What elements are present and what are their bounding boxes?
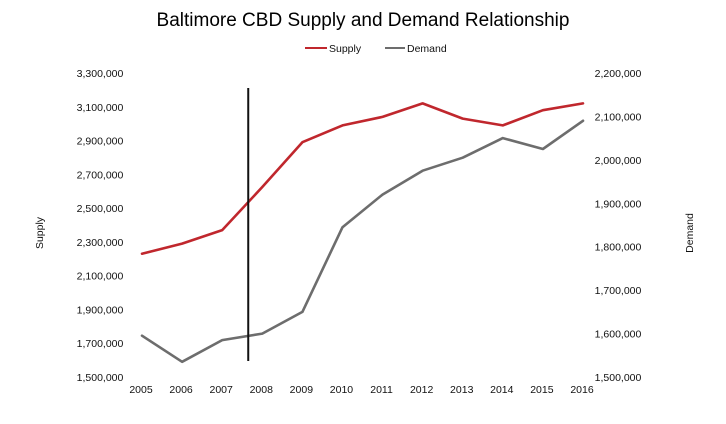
y-right-tick-label: 1,600,000 <box>595 329 642 341</box>
y-left-tick-label: 3,300,000 <box>77 68 124 80</box>
y-right-tick-label: 1,900,000 <box>595 198 642 210</box>
x-tick-label: 2005 <box>129 384 153 396</box>
y-right-tick-label: 2,000,000 <box>595 155 642 167</box>
series-line-supply <box>140 102 585 255</box>
y-right-tick-label: 2,200,000 <box>595 68 642 80</box>
y-right-tick-label: 1,500,000 <box>595 372 642 384</box>
legend-label-supply: Supply <box>329 43 362 55</box>
y-left-tick-label: 2,300,000 <box>77 237 124 249</box>
x-tick-label: 2008 <box>250 384 274 396</box>
y-axis-left-ticks: 3,300,000 3,100,000 2,900,000 2,700,000 2,50… <box>77 68 124 384</box>
x-tick-label: 2007 <box>210 384 234 396</box>
legend-label-demand: Demand <box>407 43 447 55</box>
x-tick-label: 2010 <box>330 384 354 396</box>
y-axis-right-title: Demand <box>684 213 696 253</box>
y-left-tick-label: 1,500,000 <box>77 372 124 384</box>
y-right-tick-label: 2,100,000 <box>595 111 642 123</box>
y-right-tick-label: 1,700,000 <box>595 285 642 297</box>
y-axis-left-title: Supply <box>34 216 46 249</box>
x-tick-label: 2011 <box>370 384 393 396</box>
y-left-tick-label: 3,100,000 <box>77 102 124 114</box>
x-tick-label: 2016 <box>570 384 594 396</box>
x-tick-label: 2015 <box>530 384 554 396</box>
x-tick-label: 2012 <box>410 384 434 396</box>
chart-title: Baltimore CBD Supply and Demand Relation… <box>157 10 570 31</box>
series-line-demand <box>140 119 585 364</box>
x-tick-label: 2009 <box>290 384 314 396</box>
x-tick-label: 2006 <box>169 384 193 396</box>
y-right-tick-label: 1,800,000 <box>595 242 642 254</box>
y-left-tick-label: 2,700,000 <box>77 169 124 181</box>
y-left-tick-label: 2,500,000 <box>77 203 124 215</box>
legend: Supply Demand <box>305 43 447 55</box>
y-left-tick-label: 2,900,000 <box>77 136 124 148</box>
y-left-tick-label: 1,900,000 <box>77 304 124 316</box>
series-group <box>140 102 585 364</box>
y-left-tick-label: 1,700,000 <box>77 338 124 350</box>
y-axis-right-ticks: 2,200,000 2,100,000 2,000,000 1,900,000 1,80… <box>595 68 642 384</box>
x-tick-label: 2013 <box>450 384 474 396</box>
x-tick-label: 2014 <box>490 384 514 396</box>
x-axis-ticks: 2005 2006 2007 2008 2009 2010 2011 2012 2013 2014… <box>129 384 594 396</box>
y-left-tick-label: 2,100,000 <box>77 271 124 283</box>
